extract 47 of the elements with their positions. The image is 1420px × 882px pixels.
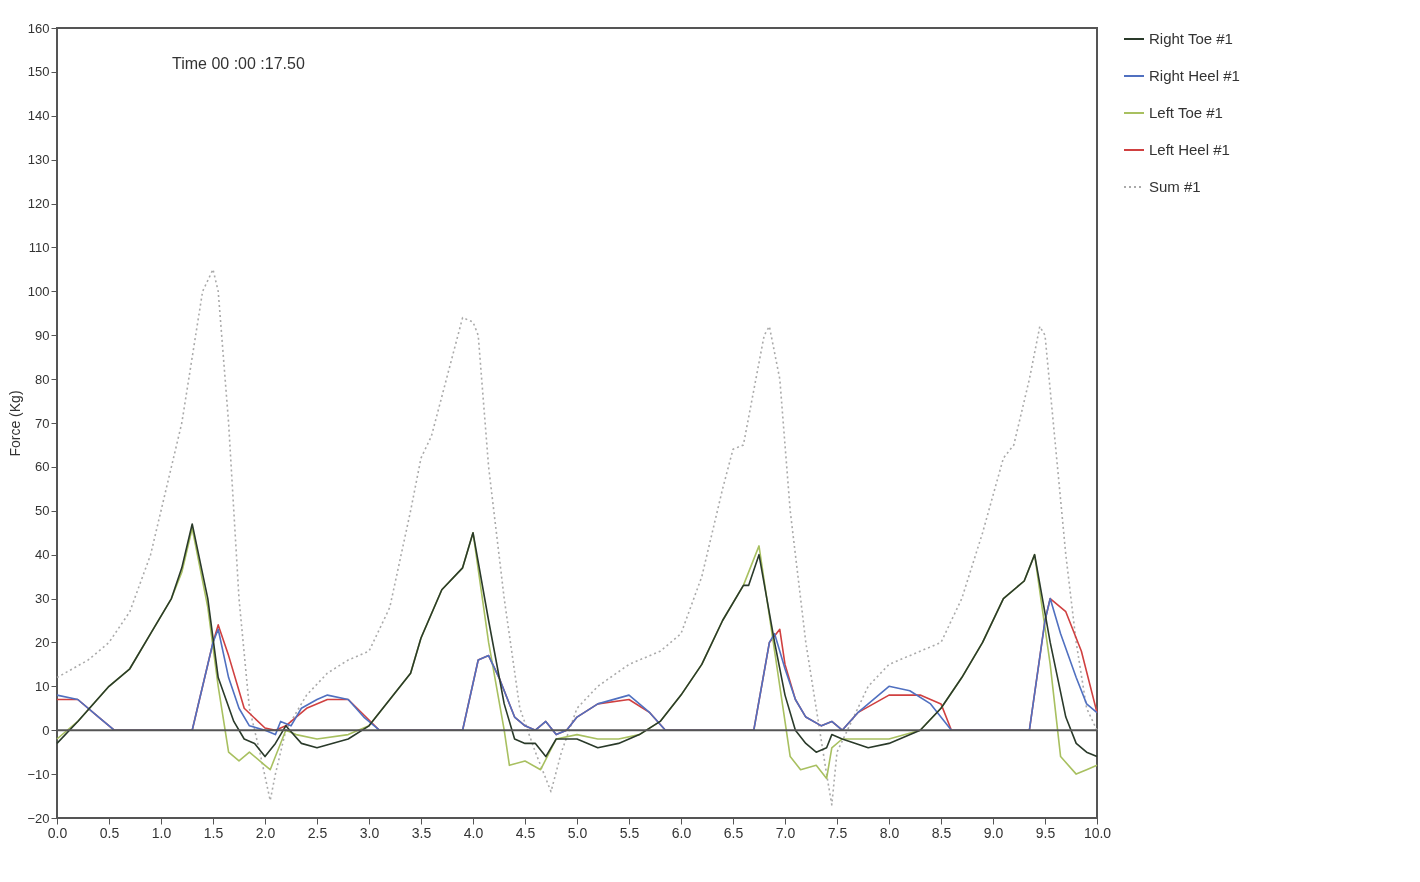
x-tick-label: 0.5 xyxy=(99,824,120,841)
annotation: Time 00 :00 :17.50 xyxy=(172,55,305,72)
y-tick-label: 130 xyxy=(27,152,50,168)
x-tick-label: 2.0 xyxy=(255,824,276,841)
x-tick-label: 4.5 xyxy=(515,824,536,841)
y-tick-label: 70 xyxy=(35,415,50,431)
x-tick-label: 7.5 xyxy=(827,824,848,841)
x-tick-label: 8.0 xyxy=(879,824,900,841)
y-tick-label: 20 xyxy=(35,634,50,650)
x-tick-label: 2.5 xyxy=(307,824,328,841)
x-tick-label: 5.5 xyxy=(619,824,640,841)
y-axis-title: Force (Kg) xyxy=(7,390,24,457)
x-tick-label: 3.0 xyxy=(359,824,380,841)
x-tick-label: 1.5 xyxy=(203,824,224,841)
y-tick-label: 150 xyxy=(27,64,50,80)
x-tick-label: 8.5 xyxy=(931,824,952,841)
y-tick-label: 40 xyxy=(35,547,50,563)
legend-label: Right Heel #1 xyxy=(1149,67,1240,84)
legend-label: Left Heel #1 xyxy=(1149,141,1230,158)
y-tick-label: 10 xyxy=(35,678,50,694)
x-tick-label: 5.0 xyxy=(567,824,588,841)
legend-label: Right Toe #1 xyxy=(1149,30,1233,47)
y-tick-label: −20 xyxy=(27,810,50,826)
legend-label: Sum #1 xyxy=(1149,178,1201,195)
x-tick-label: 7.0 xyxy=(775,824,796,841)
y-tick-label: 160 xyxy=(27,20,50,36)
x-tick-label: 4.0 xyxy=(463,824,484,841)
y-tick-label: 0 xyxy=(42,722,50,738)
y-tick-label: 60 xyxy=(35,459,50,475)
y-tick-label: 80 xyxy=(35,371,50,387)
x-tick-label: 6.5 xyxy=(723,824,744,841)
y-tick-label: −10 xyxy=(27,766,50,782)
y-tick-label: 90 xyxy=(35,327,50,343)
y-tick-label: 50 xyxy=(35,503,50,519)
legend-label: Left Toe #1 xyxy=(1149,104,1223,121)
x-tick-label: 9.5 xyxy=(1035,824,1056,841)
x-tick-label: 3.5 xyxy=(411,824,432,841)
y-tick-label: 30 xyxy=(35,591,50,607)
x-tick-label: 0.0 xyxy=(47,824,68,841)
y-tick-label: 100 xyxy=(27,283,50,299)
x-tick-label: 10.0 xyxy=(1083,824,1112,841)
x-tick-label: 9.0 xyxy=(983,824,1004,841)
y-tick-label: 110 xyxy=(28,239,50,255)
y-tick-label: 120 xyxy=(27,196,50,212)
x-tick-label: 1.0 xyxy=(151,824,172,841)
y-tick-label: 140 xyxy=(27,108,50,124)
x-tick-label: 6.0 xyxy=(671,824,692,841)
